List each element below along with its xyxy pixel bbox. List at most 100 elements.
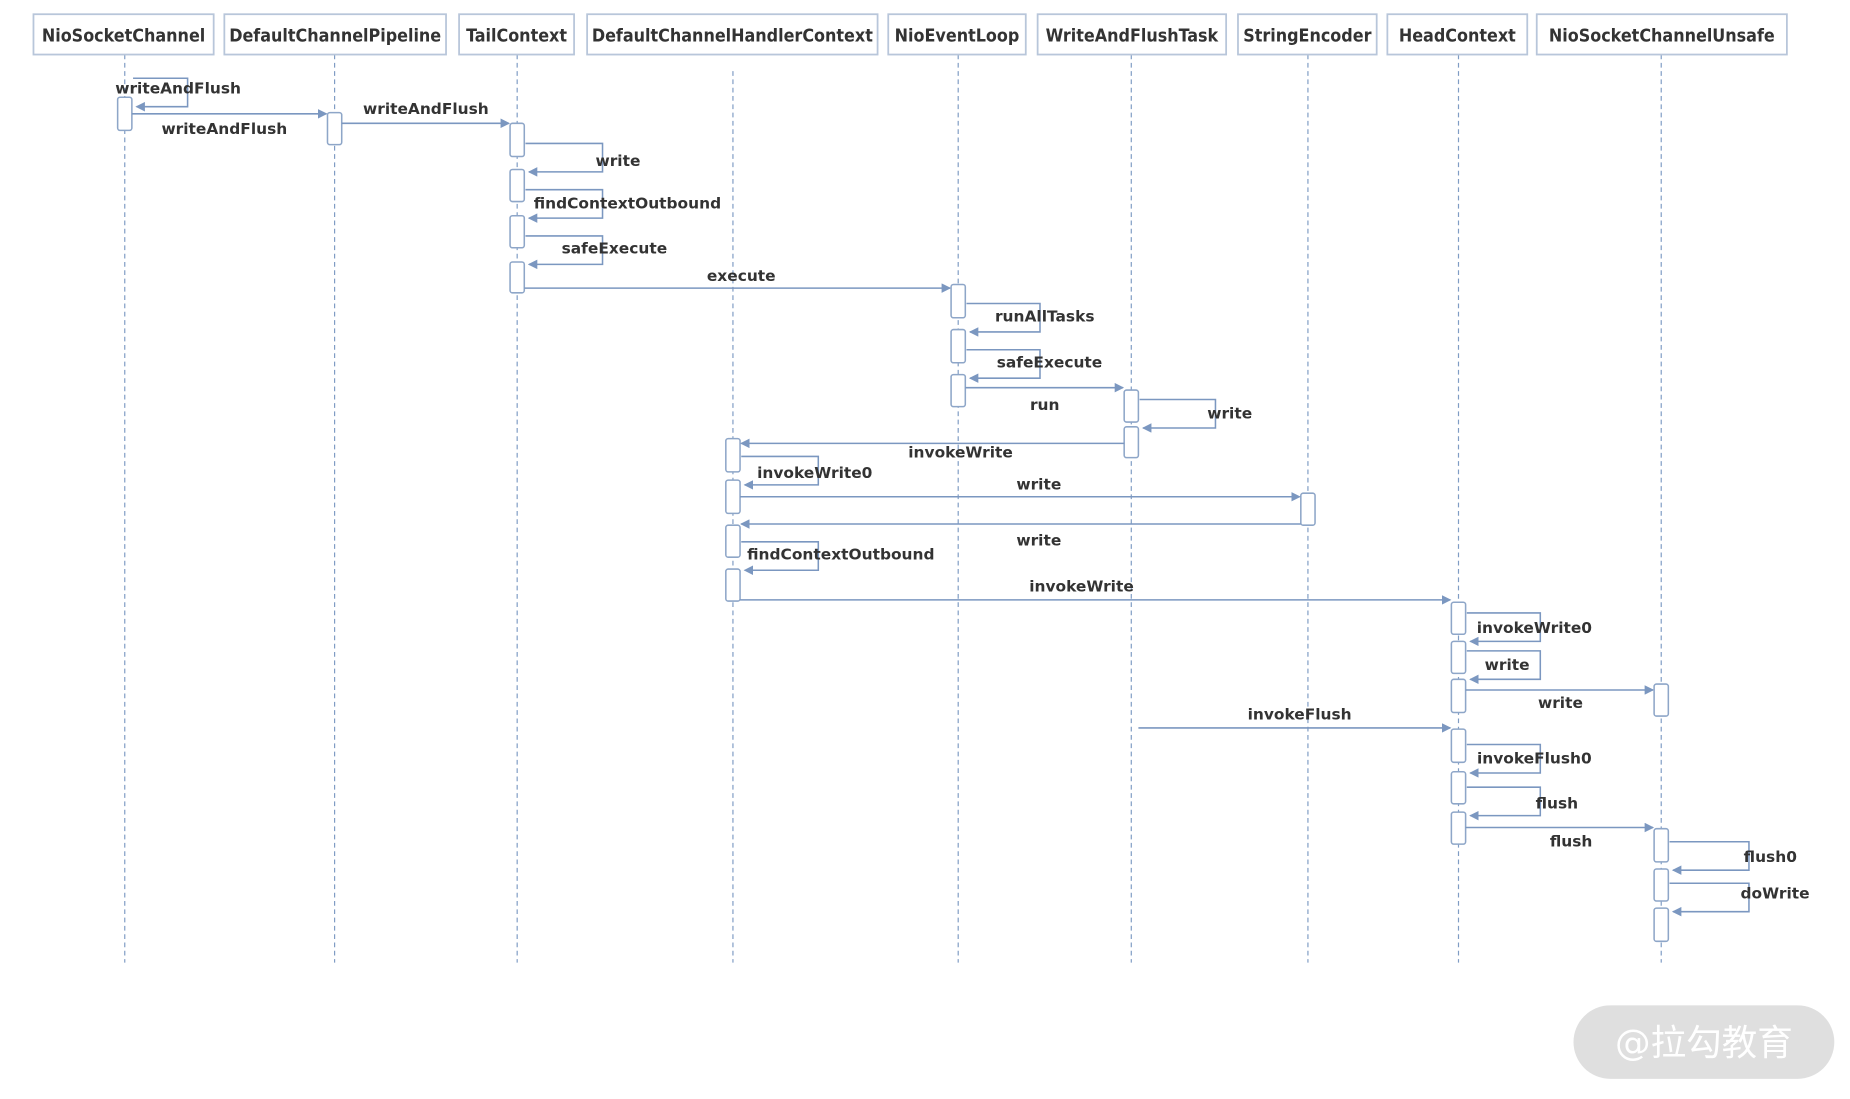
message-write: write — [740, 519, 1301, 549]
message-label: writeAndFlush — [363, 100, 489, 118]
participant-label: HeadContext — [1399, 25, 1516, 46]
message-label: findContextOutbound — [534, 195, 721, 213]
message-label: flush — [1536, 795, 1579, 813]
activation-bar — [950, 373, 967, 408]
message-writeandflush: writeAndFlush — [115, 77, 241, 112]
participant-niosocketchannel: NioSocketChannel — [32, 13, 215, 56]
self-message-arrow — [525, 142, 604, 177]
self-message-arrow — [966, 348, 1041, 383]
message-label: safeExecute — [562, 240, 668, 258]
message-label: writeAndFlush — [161, 120, 287, 138]
activation-bar — [1450, 728, 1467, 764]
self-message-arrow — [1139, 398, 1217, 433]
activation-bar — [725, 479, 741, 515]
message-writeandflush: writeAndFlush — [131, 109, 328, 138]
message-runalltasks: runAllTasks — [966, 302, 1095, 337]
participant-nioeventloop: NioEventLoop — [887, 13, 1027, 56]
participant-box — [1535, 13, 1788, 56]
participant-label: StringEncoder — [1243, 25, 1371, 46]
self-message-arrow — [741, 455, 820, 490]
message-label: write — [1016, 476, 1061, 494]
self-message-arrow — [1466, 612, 1542, 647]
self-message-arrow — [1466, 743, 1542, 778]
message-invokewrite0: invokeWrite0 — [1466, 612, 1592, 647]
activation-bar — [1653, 907, 1670, 943]
activation-bar — [725, 568, 741, 602]
message-label: flush0 — [1744, 848, 1797, 866]
activation-bar — [725, 437, 741, 473]
message-safeexecute: safeExecute — [966, 348, 1103, 383]
message-label: flush — [1550, 832, 1593, 850]
message-label: execute — [707, 267, 776, 285]
activation-bar — [1123, 389, 1140, 423]
participant-niosocketchannelunsafe: NioSocketChannelUnsafe — [1535, 13, 1788, 56]
participant-label: TailContext — [466, 25, 567, 46]
activation-bar — [1300, 492, 1316, 526]
watermark: @拉勾教育 — [1573, 1005, 1835, 1079]
message-write: write — [525, 142, 640, 177]
message-label: write — [1538, 694, 1583, 712]
activation-bar — [1450, 601, 1467, 636]
participant-box — [223, 13, 447, 56]
message-writeandflush: writeAndFlush — [341, 100, 511, 129]
activation-bar — [1653, 868, 1670, 902]
message-invokewrite: invokeWrite — [740, 578, 1452, 605]
message-write: write — [740, 476, 1301, 502]
self-message-arrow — [966, 302, 1041, 337]
self-message-arrow — [525, 235, 604, 270]
activation-bar — [509, 122, 526, 158]
message-write: write — [1139, 398, 1252, 433]
message-label: write — [1485, 656, 1530, 674]
activation-bar — [1450, 771, 1467, 805]
participant-box — [887, 13, 1027, 56]
participant-tailcontext: TailContext — [458, 13, 575, 56]
message-invokewrite0: invokeWrite0 — [741, 455, 872, 490]
participant-box — [1237, 13, 1378, 56]
message-label: invokeWrite — [908, 444, 1013, 462]
participant-writeandflushtask: WriteAndFlushTask — [1036, 13, 1228, 56]
message-flush: flush — [1466, 786, 1579, 821]
message-invokeflush: invokeFlush — [1138, 706, 1452, 733]
self-message-arrow — [1466, 786, 1542, 821]
activation-bar — [725, 524, 741, 558]
activation-bar — [326, 111, 343, 146]
message-findcontextoutbound: findContextOutbound — [741, 541, 935, 575]
participant-headcontext: HeadContext — [1386, 13, 1529, 56]
participant-stringencoder: StringEncoder — [1237, 13, 1378, 56]
self-message-arrow — [525, 188, 604, 223]
message-write: write — [1465, 685, 1655, 712]
participant-defaultchannelhandlercontext: DefaultChannelHandlerContext — [586, 13, 879, 56]
message-label: write — [595, 152, 640, 170]
message-label: invokeWrite0 — [1477, 619, 1592, 637]
message-dowrite: doWrite — [1669, 882, 1810, 917]
activation-bar — [1653, 827, 1670, 863]
participant-box — [458, 13, 575, 56]
message-safeexecute: safeExecute — [525, 235, 668, 270]
message-invokeflush0: invokeFlush0 — [1466, 743, 1592, 778]
activation-bar — [1123, 426, 1140, 459]
self-message-arrow — [1669, 840, 1750, 875]
activation-bar — [950, 328, 967, 364]
participant-label: WriteAndFlushTask — [1046, 25, 1219, 46]
participant-label: NioSocketChannel — [42, 25, 205, 46]
activation-bar — [509, 261, 526, 294]
message-label: invokeWrite0 — [757, 464, 872, 482]
message-execute: execute — [524, 267, 952, 293]
message-write: write — [1466, 650, 1542, 685]
participant-label: DefaultChannelPipeline — [229, 25, 441, 46]
message-invokewrite: invokeWrite — [740, 438, 1125, 462]
message-flush0: flush0 — [1669, 840, 1797, 875]
participant-box — [586, 13, 879, 56]
activation-bar — [950, 283, 967, 319]
participant-defaultchannelpipeline: DefaultChannelPipeline — [223, 13, 447, 56]
message-label: invokeWrite — [1029, 578, 1134, 596]
activation-bar — [1450, 811, 1467, 845]
message-label: write — [1016, 531, 1061, 549]
activation-bar — [1450, 640, 1467, 675]
message-label: safeExecute — [997, 354, 1103, 372]
self-message-arrow — [1466, 650, 1542, 685]
participant-box — [1386, 13, 1529, 56]
message-label: run — [1030, 396, 1060, 414]
participant-label: NioSocketChannelUnsafe — [1549, 25, 1775, 46]
